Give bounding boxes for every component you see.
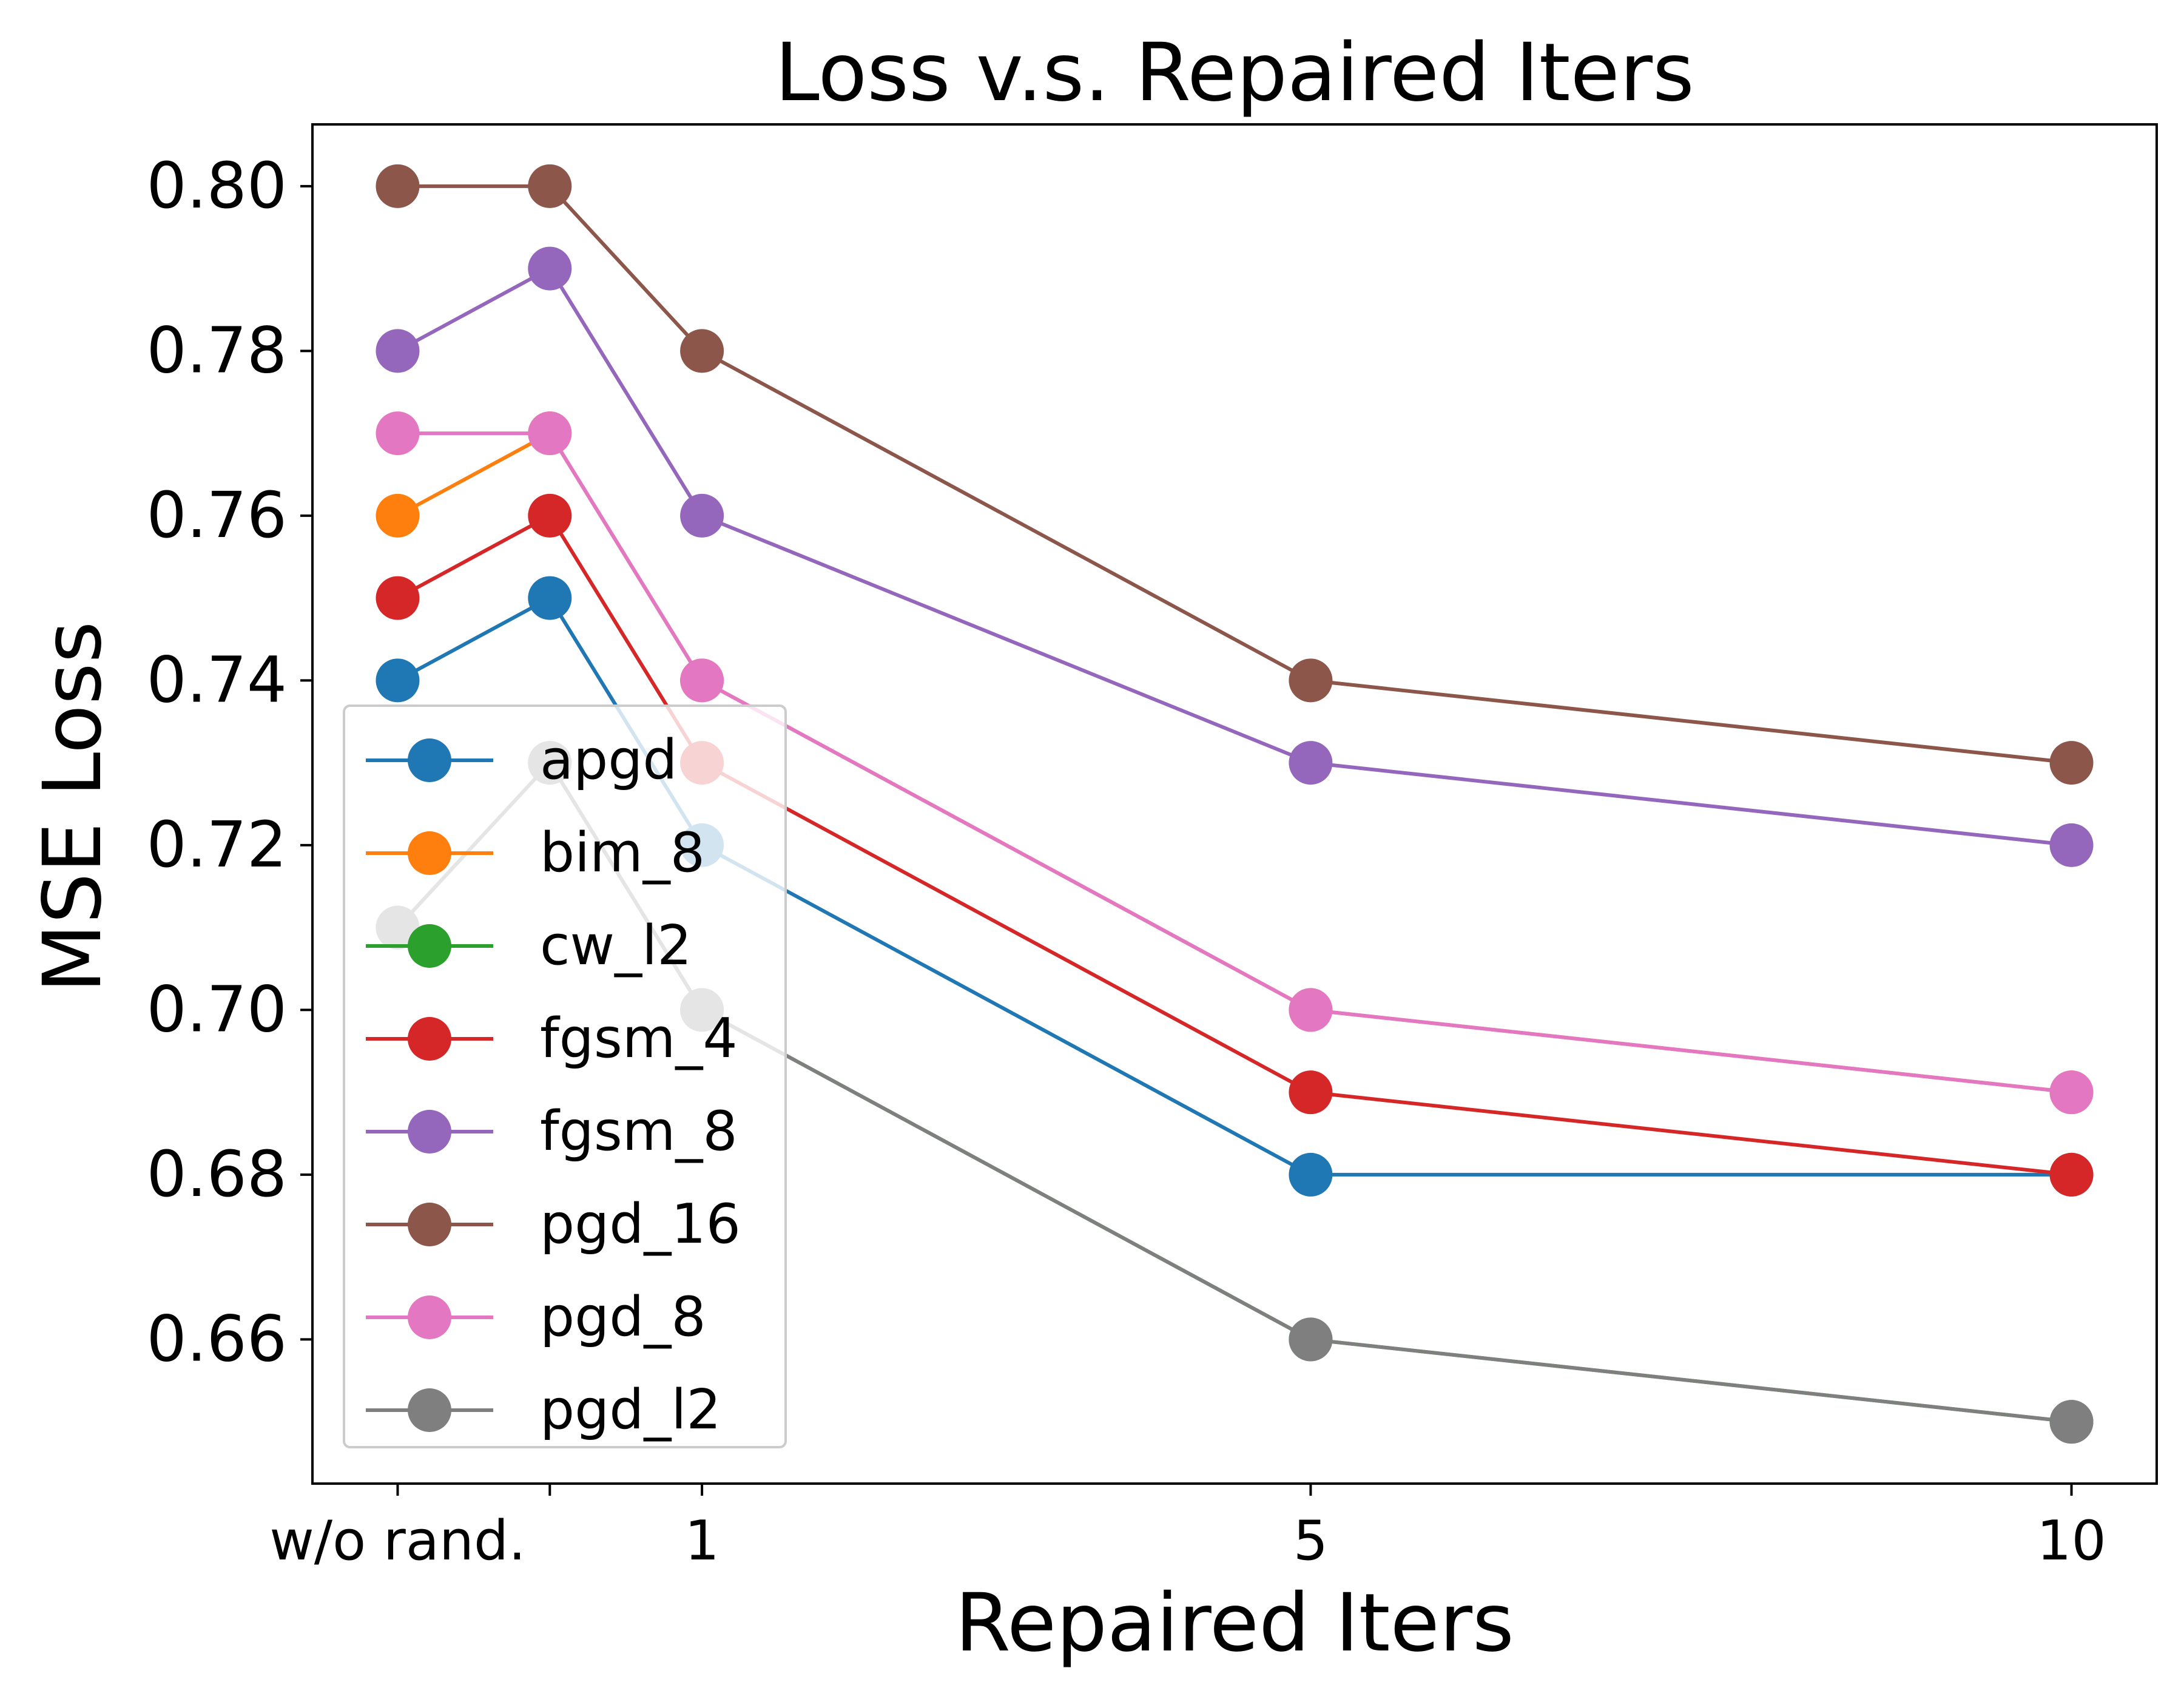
data-point [2049,1070,2094,1115]
legend-marker [408,1388,451,1432]
data-point [1289,1152,1333,1197]
legend-entry: fgsm_8 [366,1099,738,1163]
x-tick-label: 1 [684,1509,719,1573]
data-point [528,411,572,456]
legend-marker [408,924,451,968]
y-tick-label: 0.74 [146,643,287,717]
legend-entry: fgsm_4 [366,1007,738,1070]
data-point [376,329,420,373]
x-tick-label: w/o rand. [269,1509,526,1573]
data-point [528,246,572,291]
legend-label: bim_8 [540,821,705,885]
legend-marker [408,1295,451,1339]
data-point [376,493,420,538]
x-axis-ticks: w/o rand. 1 5 10 [269,1484,2106,1573]
legend-label: cw_l2 [540,914,692,978]
series-pgd_8 [376,411,2094,1115]
legend-label: pgd_l2 [540,1378,721,1442]
chart-title: Loss v.s. Repaired Iters [775,26,1694,120]
data-point [528,493,572,538]
y-tick-label: 0.66 [146,1302,287,1376]
legend-marker [408,1017,451,1061]
x-tick-label: 5 [1293,1509,1328,1573]
data-point [680,493,724,538]
data-point [2049,1152,2094,1197]
legend-marker [408,1203,451,1246]
y-axis-ticks: 0.66 0.68 0.70 0.72 0.74 0.76 0.78 0.80 [146,149,312,1376]
legend-box [343,704,787,1448]
data-point [680,658,724,703]
legend-entry: bim_8 [366,821,705,885]
data-point [1289,1070,1333,1115]
data-point [1289,741,1333,785]
y-tick-label: 0.72 [146,808,287,882]
data-point [376,658,420,703]
legend-label: apgd [540,728,678,792]
legend-entry: pgd_16 [366,1192,741,1256]
data-point [376,576,420,620]
y-tick-label: 0.76 [146,478,287,552]
data-point [1289,988,1333,1032]
y-tick-label: 0.70 [146,972,287,1046]
data-point [376,411,420,456]
data-point [2049,823,2094,867]
y-tick-label: 0.68 [146,1137,287,1211]
legend-label: pgd_8 [540,1285,706,1349]
data-point [528,576,572,620]
data-point [1289,658,1333,703]
y-tick-label: 0.78 [146,313,287,387]
data-point [528,164,572,208]
legend-marker [408,831,451,875]
legend-entry: pgd_8 [366,1285,706,1349]
data-point [680,329,724,373]
legend-marker [408,1110,451,1153]
series-fgsm_8 [376,246,2094,867]
legend-entry: pgd_l2 [366,1378,721,1442]
legend-label: fgsm_8 [540,1099,738,1163]
y-axis-label: MSE Loss [26,621,120,993]
legend-label: pgd_16 [540,1192,741,1256]
data-point [1289,1317,1333,1362]
data-point [2049,741,2094,785]
legend-label: fgsm_4 [540,1007,738,1070]
legend: apgd bim_8 cw_l2 fgsm_4 fgsm_8 pgd_16 pgd_8pgd… [343,704,787,1448]
y-tick-label: 0.80 [146,149,287,223]
x-tick-label: 10 [2037,1509,2106,1573]
data-point [376,164,420,208]
legend-marker [408,738,451,782]
legend-entry: cw_l2 [366,914,692,978]
plot-frame [311,123,2158,1485]
legend-entry: apgd [366,728,678,792]
x-axis-label: Repaired Iters [955,1576,1514,1670]
series-pgd_16 [376,164,2094,785]
data-point [2049,1400,2094,1444]
